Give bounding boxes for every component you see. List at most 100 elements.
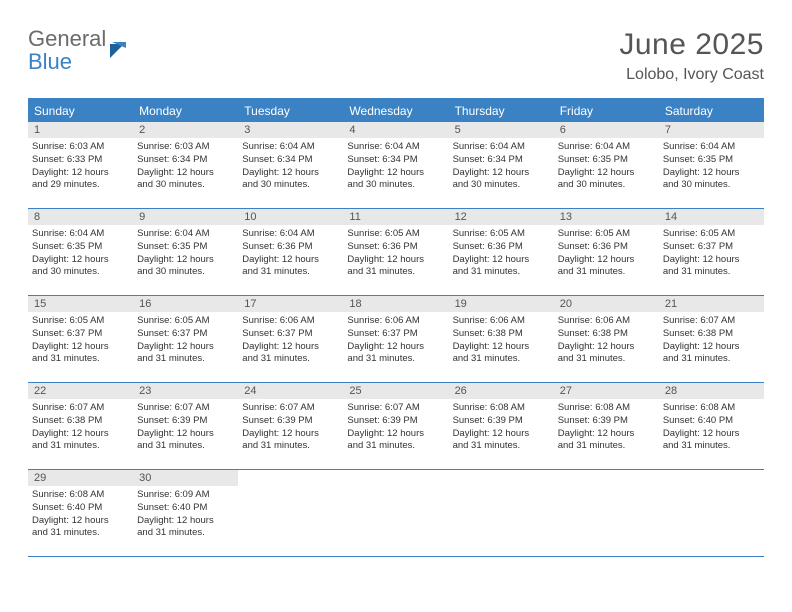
day-sunset: Sunset: 6:39 PM (453, 415, 550, 428)
day-sunrise: Sunrise: 6:07 AM (242, 402, 339, 415)
day-day1: Daylight: 12 hours (137, 428, 234, 441)
day-day2: and 31 minutes. (558, 266, 655, 279)
day-day2: and 30 minutes. (137, 179, 234, 192)
day-number: 8 (28, 209, 133, 225)
day-number: 4 (343, 122, 448, 138)
week-row: 29Sunrise: 6:08 AMSunset: 6:40 PMDayligh… (28, 470, 764, 557)
calendar-page: General Blue June 2025 Lolobo, Ivory Coa… (0, 0, 792, 557)
day-sunset: Sunset: 6:37 PM (663, 241, 760, 254)
day-day1: Daylight: 12 hours (137, 515, 234, 528)
day-sunset: Sunset: 6:33 PM (32, 154, 129, 167)
day-day1: Daylight: 12 hours (453, 341, 550, 354)
day-sunset: Sunset: 6:35 PM (32, 241, 129, 254)
day-day1: Daylight: 12 hours (32, 167, 129, 180)
day-number: 14 (659, 209, 764, 225)
day-sunrise: Sunrise: 6:05 AM (558, 228, 655, 241)
day-sunrise: Sunrise: 6:03 AM (137, 141, 234, 154)
day-sunrise: Sunrise: 6:05 AM (347, 228, 444, 241)
day-day2: and 31 minutes. (32, 353, 129, 366)
day-sunset: Sunset: 6:39 PM (558, 415, 655, 428)
day-sunset: Sunset: 6:38 PM (663, 328, 760, 341)
day-number: 29 (28, 470, 133, 486)
day-day2: and 30 minutes. (347, 179, 444, 192)
day-cell: 25Sunrise: 6:07 AMSunset: 6:39 PMDayligh… (343, 383, 448, 469)
day-sunrise: Sunrise: 6:05 AM (137, 315, 234, 328)
day-day1: Daylight: 12 hours (347, 341, 444, 354)
day-sunset: Sunset: 6:35 PM (663, 154, 760, 167)
day-sunset: Sunset: 6:40 PM (137, 502, 234, 515)
week-row: 1Sunrise: 6:03 AMSunset: 6:33 PMDaylight… (28, 122, 764, 209)
day-sunset: Sunset: 6:34 PM (242, 154, 339, 167)
day-day1: Daylight: 12 hours (137, 167, 234, 180)
day-cell: 8Sunrise: 6:04 AMSunset: 6:35 PMDaylight… (28, 209, 133, 295)
day-sunrise: Sunrise: 6:06 AM (558, 315, 655, 328)
day-day1: Daylight: 12 hours (347, 428, 444, 441)
day-cell: 5Sunrise: 6:04 AMSunset: 6:34 PMDaylight… (449, 122, 554, 208)
day-sunrise: Sunrise: 6:04 AM (137, 228, 234, 241)
day-sunset: Sunset: 6:40 PM (663, 415, 760, 428)
day-sunrise: Sunrise: 6:08 AM (663, 402, 760, 415)
day-cell: 23Sunrise: 6:07 AMSunset: 6:39 PMDayligh… (133, 383, 238, 469)
day-day2: and 31 minutes. (347, 440, 444, 453)
day-number: 9 (133, 209, 238, 225)
day-day2: and 31 minutes. (663, 353, 760, 366)
day-cell: 18Sunrise: 6:06 AMSunset: 6:37 PMDayligh… (343, 296, 448, 382)
day-cell: 16Sunrise: 6:05 AMSunset: 6:37 PMDayligh… (133, 296, 238, 382)
day-day1: Daylight: 12 hours (663, 167, 760, 180)
month-title: June 2025 (619, 28, 764, 62)
day-cell: 2Sunrise: 6:03 AMSunset: 6:34 PMDaylight… (133, 122, 238, 208)
day-cell: 15Sunrise: 6:05 AMSunset: 6:37 PMDayligh… (28, 296, 133, 382)
day-day2: and 31 minutes. (347, 266, 444, 279)
day-sunrise: Sunrise: 6:03 AM (32, 141, 129, 154)
day-cell: 24Sunrise: 6:07 AMSunset: 6:39 PMDayligh… (238, 383, 343, 469)
day-sunset: Sunset: 6:35 PM (137, 241, 234, 254)
day-number: 15 (28, 296, 133, 312)
day-day2: and 31 minutes. (242, 266, 339, 279)
day-cell: 22Sunrise: 6:07 AMSunset: 6:38 PMDayligh… (28, 383, 133, 469)
day-number: 16 (133, 296, 238, 312)
day-cell-empty (659, 470, 764, 556)
weekday-friday: Friday (554, 100, 659, 122)
day-number: 1 (28, 122, 133, 138)
day-number: 30 (133, 470, 238, 486)
weekday-saturday: Saturday (659, 100, 764, 122)
day-day1: Daylight: 12 hours (32, 428, 129, 441)
day-day2: and 31 minutes. (453, 353, 550, 366)
day-day1: Daylight: 12 hours (242, 254, 339, 267)
logo: General Blue (28, 28, 132, 74)
day-day1: Daylight: 12 hours (32, 254, 129, 267)
day-day1: Daylight: 12 hours (347, 254, 444, 267)
day-cell: 26Sunrise: 6:08 AMSunset: 6:39 PMDayligh… (449, 383, 554, 469)
day-number: 26 (449, 383, 554, 399)
day-day1: Daylight: 12 hours (137, 341, 234, 354)
day-day2: and 31 minutes. (32, 440, 129, 453)
day-sunset: Sunset: 6:39 PM (137, 415, 234, 428)
day-day2: and 31 minutes. (32, 527, 129, 540)
logo-text-block: General Blue (28, 28, 106, 74)
day-day2: and 31 minutes. (137, 440, 234, 453)
title-block: June 2025 Lolobo, Ivory Coast (619, 28, 764, 84)
day-cell: 29Sunrise: 6:08 AMSunset: 6:40 PMDayligh… (28, 470, 133, 556)
day-day1: Daylight: 12 hours (663, 341, 760, 354)
day-cell: 21Sunrise: 6:07 AMSunset: 6:38 PMDayligh… (659, 296, 764, 382)
day-sunrise: Sunrise: 6:04 AM (347, 141, 444, 154)
day-sunrise: Sunrise: 6:07 AM (32, 402, 129, 415)
day-number: 19 (449, 296, 554, 312)
day-cell: 1 Sunrise: 6:03 AMSunset: 6:33 PMDaylight… (28, 122, 133, 208)
day-day1: Daylight: 12 hours (242, 341, 339, 354)
day-sunrise: Sunrise: 6:07 AM (137, 402, 234, 415)
day-cell: 9Sunrise: 6:04 AMSunset: 6:35 PMDaylight… (133, 209, 238, 295)
day-day2: and 31 minutes. (137, 527, 234, 540)
day-day2: and 31 minutes. (558, 353, 655, 366)
day-cell-empty (449, 470, 554, 556)
day-cell-empty (238, 470, 343, 556)
day-sunset: Sunset: 6:34 PM (347, 154, 444, 167)
day-sunset: Sunset: 6:34 PM (137, 154, 234, 167)
day-day1: Daylight: 12 hours (32, 515, 129, 528)
weekday-monday: Monday (133, 100, 238, 122)
day-sunset: Sunset: 6:38 PM (32, 415, 129, 428)
day-number: 7 (659, 122, 764, 138)
day-cell: 7Sunrise: 6:04 AMSunset: 6:35 PMDaylight… (659, 122, 764, 208)
day-day2: and 31 minutes. (663, 266, 760, 279)
weeks-container: 1Sunrise: 6:03 AMSunset: 6:33 PMDaylight… (28, 122, 764, 557)
